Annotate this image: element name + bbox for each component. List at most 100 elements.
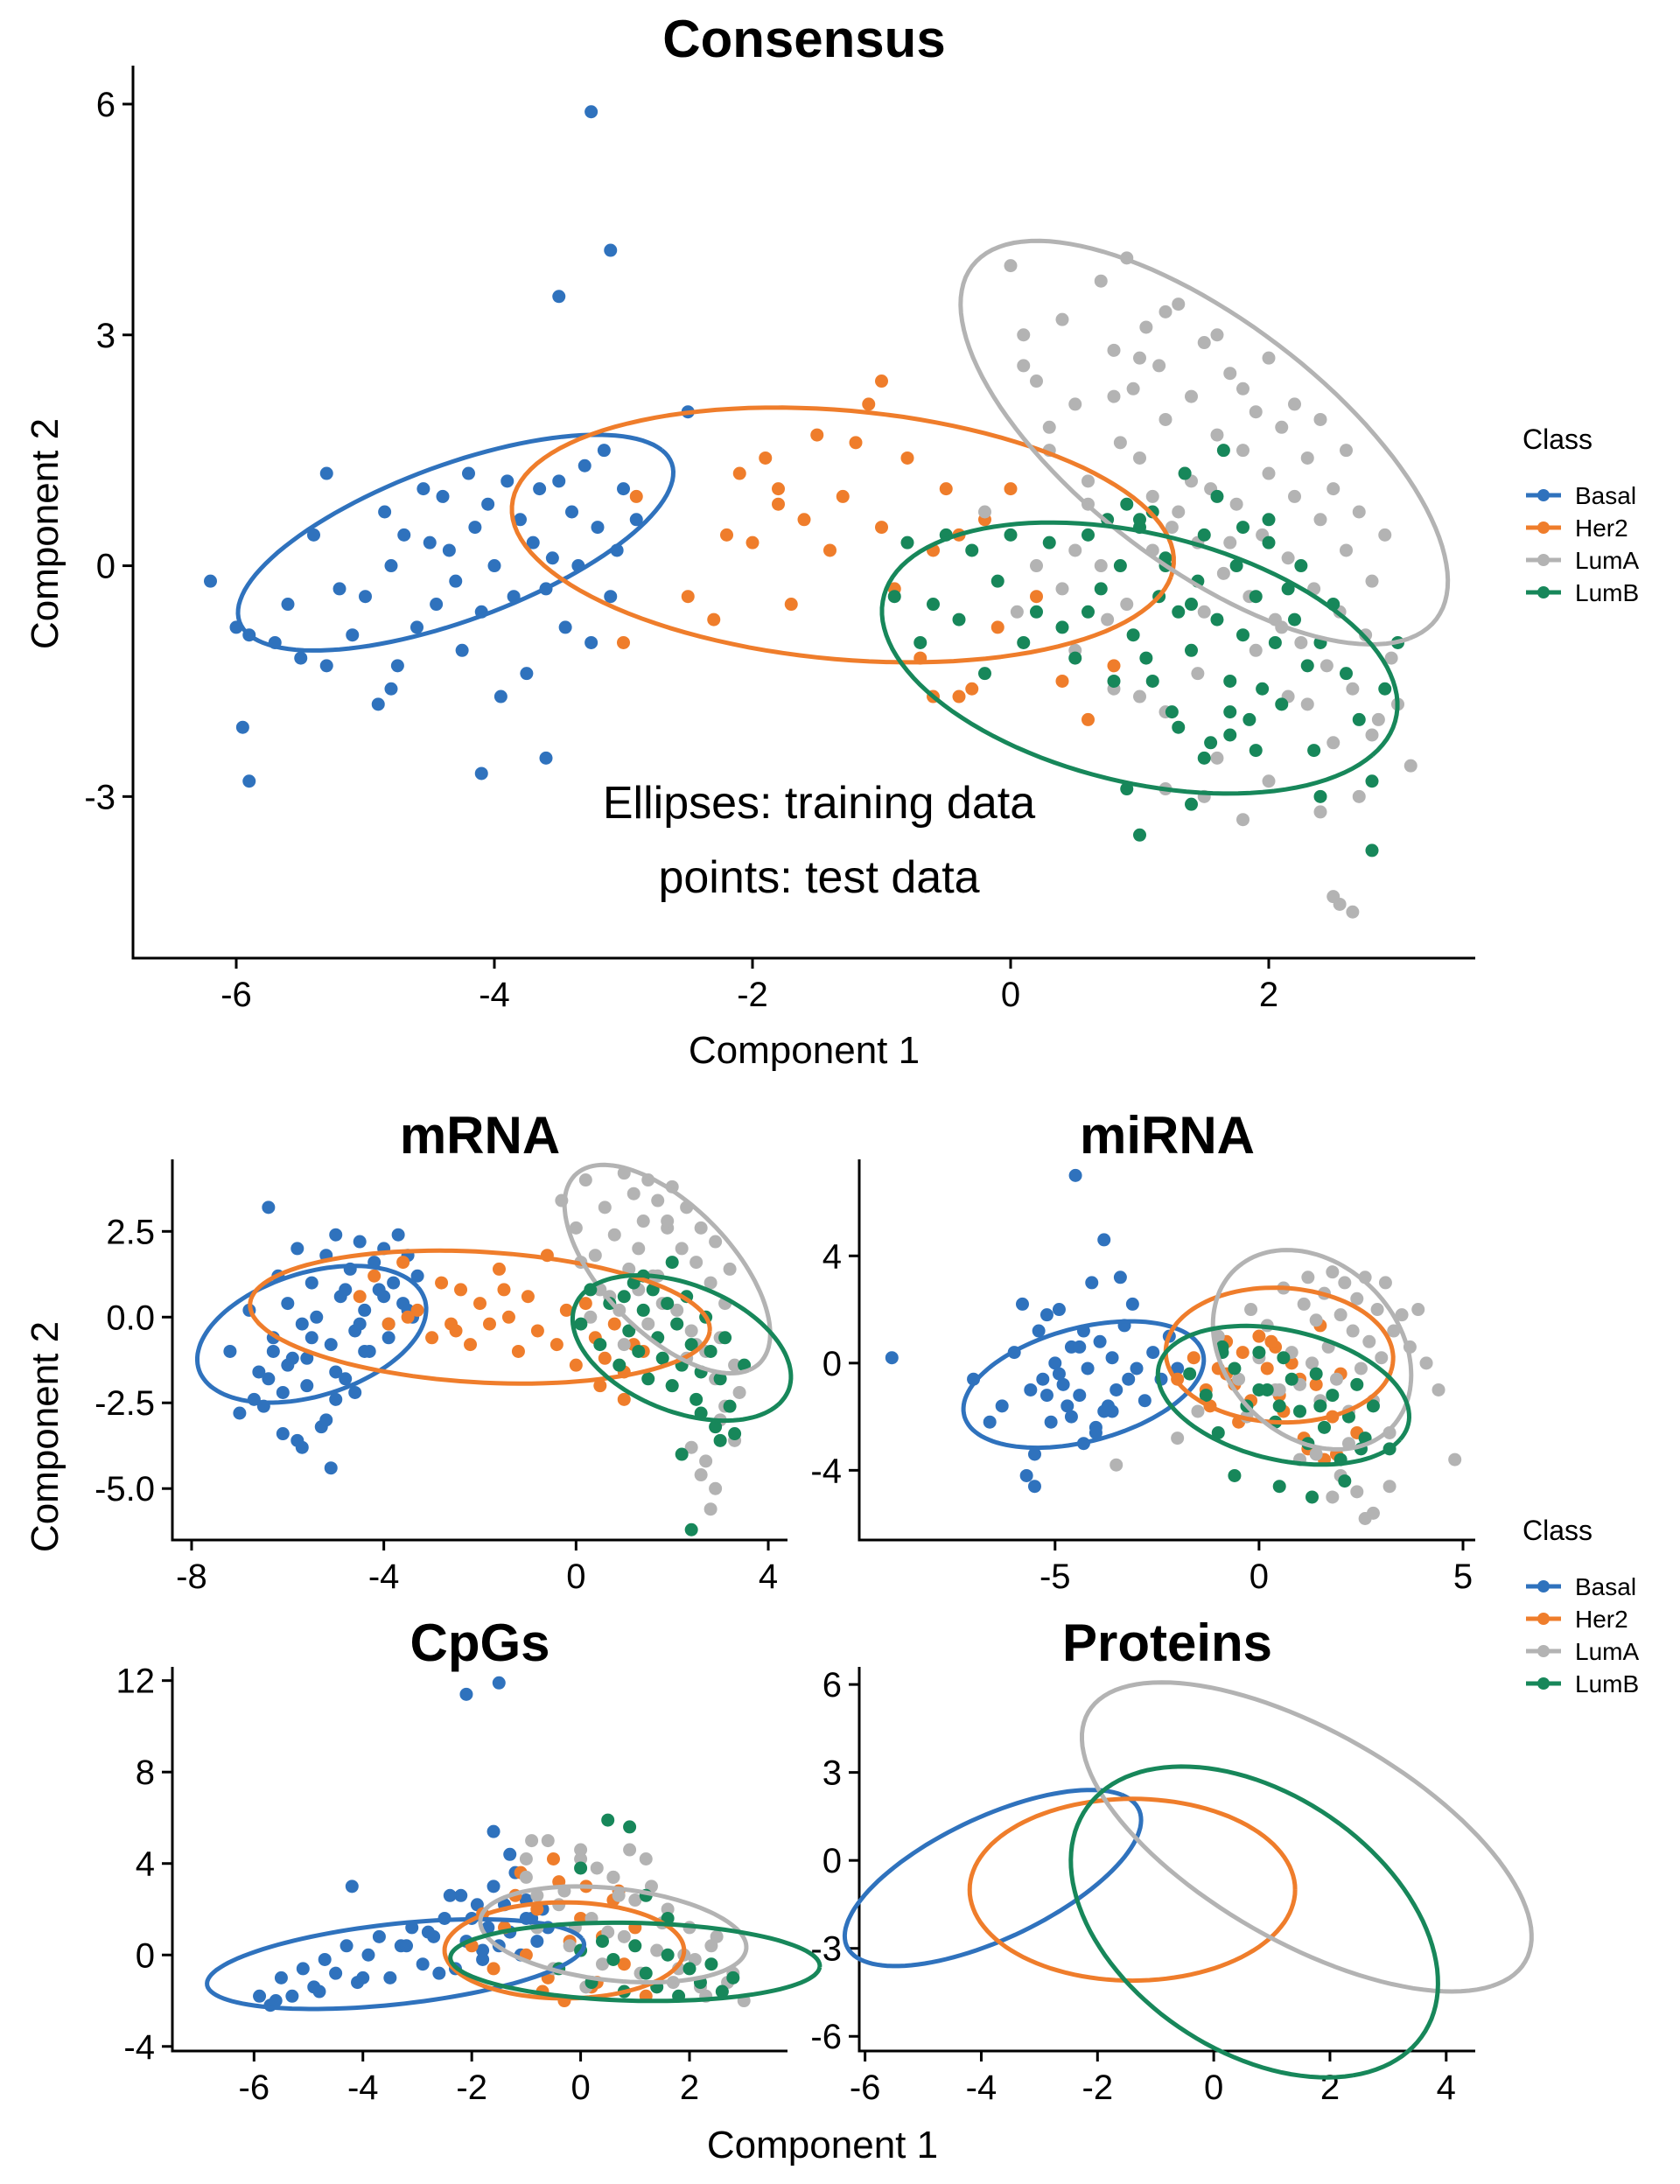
cpgs-point-luma: [530, 1888, 544, 1902]
consensus-point-basal: [617, 482, 630, 496]
mirna-point-luma: [1191, 1404, 1205, 1418]
consensus-point-luma: [1172, 505, 1186, 519]
consensus-point-lumb: [1210, 489, 1224, 503]
consensus-point-luma: [1346, 682, 1360, 696]
consensus-point-luma: [1133, 690, 1146, 704]
consensus-point-lumb: [1133, 513, 1146, 527]
mrna-point-basal: [300, 1379, 314, 1393]
consensus-point-basal: [384, 559, 398, 573]
consensus-point-luma: [1340, 444, 1353, 458]
consensus-point-basal: [294, 651, 308, 665]
mrna-x-tick-label: 4: [759, 1558, 778, 1596]
mrna-point-basal: [295, 1440, 309, 1454]
consensus-point-lumb: [887, 590, 901, 604]
consensus-point-lumb: [1236, 628, 1250, 642]
mirna-point-luma: [1232, 1372, 1246, 1386]
mrna-y-tick-label: 0.0: [106, 1298, 155, 1337]
legend-label-lumb: LumB: [1575, 1670, 1639, 1698]
consensus-point-her2: [939, 482, 953, 496]
consensus-point-luma: [1017, 328, 1031, 342]
mirna-point-luma: [1301, 1270, 1315, 1284]
cpgs-point-basal: [503, 1847, 517, 1861]
consensus-point-basal: [526, 536, 540, 550]
mirna-point-lumb: [1306, 1490, 1320, 1504]
consensus-x-tick-label: -4: [479, 976, 510, 1014]
consensus-point-lumb: [927, 598, 940, 612]
mrna-point-her2: [598, 1351, 612, 1365]
mrna-point-lumb: [713, 1372, 727, 1386]
mrna-point-her2: [473, 1297, 486, 1311]
mirna-point-luma: [1110, 1458, 1124, 1472]
mrna-point-basal: [319, 1413, 333, 1427]
consensus-point-luma: [1139, 320, 1153, 334]
legend-top: Class Basal Her2 LumA LumB: [1522, 424, 1639, 606]
consensus-point-luma: [1262, 466, 1276, 480]
cpgs-point-basal: [285, 1989, 299, 2003]
mrna-point-her2: [617, 1392, 631, 1406]
mirna-point-luma: [1326, 1265, 1340, 1279]
consensus-ellipse-basal: [235, 432, 676, 653]
consensus-point-luma: [1068, 543, 1082, 557]
cpgs-point-lumb: [601, 1813, 615, 1827]
mirna-point-basal: [1060, 1399, 1074, 1413]
consensus-point-lumb: [1340, 667, 1353, 681]
cpgs-point-luma: [525, 1834, 539, 1848]
mrna-point-basal: [252, 1365, 266, 1379]
mrna-point-basal: [290, 1242, 304, 1256]
consensus-point-her2: [784, 598, 798, 612]
consensus-point-basal: [558, 620, 572, 634]
consensus-y-tick-label: 6: [96, 86, 116, 124]
consensus-ellipse-her2: [509, 405, 1176, 665]
mirna-point-basal: [1113, 1270, 1127, 1284]
consensus-point-basal: [319, 466, 333, 480]
mirna-point-luma: [1350, 1292, 1364, 1306]
cpgs-point-luma: [541, 1834, 555, 1848]
mrna-point-basal: [387, 1276, 401, 1290]
consensus-point-luma: [1404, 759, 1418, 773]
shared-ylabel-bottom: Component 2: [24, 1321, 66, 1552]
proteins-ellipse-her2: [967, 1796, 1298, 1984]
mirna-point-luma: [1309, 1313, 1323, 1327]
mirna-point-basal: [1036, 1372, 1050, 1386]
consensus-point-lumb: [1082, 605, 1095, 619]
cpgs-point-basal: [454, 1888, 468, 1902]
consensus-point-her2: [1055, 674, 1069, 688]
mirna-point-luma: [1375, 1351, 1389, 1365]
mrna-point-lumb: [709, 1420, 723, 1434]
consensus-point-lumb: [1352, 712, 1366, 726]
cpgs-point-basal: [416, 1957, 430, 1971]
mirna-point-basal: [1019, 1468, 1033, 1482]
mirna-point-lumb: [1211, 1425, 1225, 1439]
consensus-x-tick-label: 2: [1259, 976, 1278, 1014]
cpgs-point-basal: [253, 1989, 267, 2003]
mrna-point-luma: [704, 1276, 718, 1290]
mrna-point-her2: [454, 1283, 468, 1297]
consensus-point-luma: [1365, 728, 1379, 742]
mirna-point-basal: [1015, 1297, 1029, 1311]
cpgs-point-basal: [274, 1970, 288, 1984]
consensus-point-lumb: [1197, 528, 1211, 542]
cpgs-point-basal: [400, 1939, 414, 1953]
mrna-point-lumb: [728, 1427, 742, 1441]
consensus-point-lumb: [914, 635, 928, 649]
mrna-point-her2: [607, 1317, 621, 1331]
mrna-point-lumb: [574, 1317, 588, 1331]
consensus-point-luma: [1249, 643, 1263, 657]
mrna-point-luma: [651, 1194, 665, 1208]
legend-label-luma: LumA: [1575, 1638, 1639, 1665]
cpgs-x-tick-label: -6: [239, 2068, 270, 2107]
consensus-point-luma: [1042, 420, 1056, 434]
mrna-point-basal: [304, 1331, 318, 1345]
legend-key-dot-luma: [1537, 554, 1550, 566]
cpgs-point-luma: [590, 1861, 604, 1875]
mrna-point-luma: [723, 1262, 737, 1276]
consensus-point-basal: [430, 598, 444, 612]
panel-cpgs: CpGs -6 -4 -2 0 2 -4 0 4 8 12: [116, 1614, 822, 2107]
consensus-point-lumb: [1145, 674, 1159, 688]
legend-key-dot-basal: [1537, 1580, 1550, 1592]
consensus-point-luma: [1236, 444, 1250, 458]
consensus-point-lumb: [1256, 682, 1270, 696]
consensus-point-basal: [307, 528, 320, 542]
cpgs-point-basal: [530, 1935, 544, 1949]
